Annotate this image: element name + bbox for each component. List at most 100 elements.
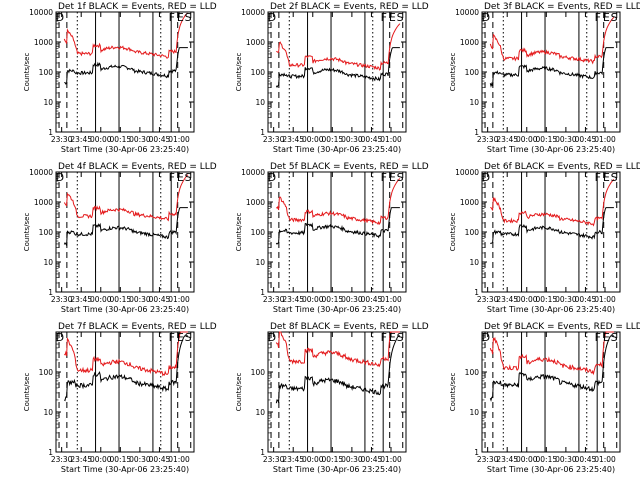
x-tick-label: 01:00 <box>380 135 402 144</box>
x-tick-label: 01:00 <box>168 295 190 304</box>
x-tick-label: 00:45 <box>575 135 597 144</box>
series-events-line <box>275 47 400 88</box>
y-tick-label: 1 <box>48 128 53 137</box>
series-events-line <box>64 47 188 85</box>
series-lld-line <box>64 331 188 377</box>
marker-e: E <box>603 331 610 344</box>
marker-e: E <box>603 11 610 24</box>
series-events-line <box>63 207 188 247</box>
x-tick-label: 01:00 <box>594 295 616 304</box>
marker-d: D <box>56 11 64 24</box>
y-tick-label: 1000 <box>246 198 265 207</box>
marker-f: F <box>169 11 175 24</box>
chart-panel-5: Det 5f BLACK = Events, RED = LLD 1 10 100 10… <box>235 162 429 314</box>
y-axis-label: Counts/sec <box>23 373 31 412</box>
x-tick-label: 00:30 <box>341 135 363 144</box>
marker-f: F <box>595 11 601 24</box>
x-tick-label: 23:30 <box>51 135 73 144</box>
x-tick-label: 23:30 <box>263 455 285 464</box>
x-tick-label: 00:30 <box>555 135 577 144</box>
x-tick-label: 01:00 <box>594 135 616 144</box>
x-tick-label: 23:45 <box>70 135 92 144</box>
y-axis-label: Counts/sec <box>23 213 31 252</box>
series-events-line <box>489 335 614 402</box>
marker-e: E <box>389 171 396 184</box>
y-tick-label: 1000 <box>460 38 479 47</box>
marker-e: E <box>603 171 610 184</box>
x-axis-label: Start Time (30-Apr-06 23:25:40) <box>273 305 401 314</box>
x-tick-label: 00:30 <box>555 295 577 304</box>
series-lld-line <box>63 174 189 222</box>
x-tick-label: 00:45 <box>575 455 597 464</box>
x-tick-label: 00:00 <box>90 455 112 464</box>
y-tick-label: 100 <box>39 68 54 77</box>
series-lld-line <box>489 16 615 65</box>
series-lld-line <box>276 178 401 226</box>
x-tick-label: 00:00 <box>302 295 324 304</box>
y-tick-label: 100 <box>39 228 54 237</box>
y-axis-label: Counts/sec <box>23 53 31 92</box>
y-tick-label: 1 <box>48 448 53 457</box>
chart-panel-7: Det 7f BLACK = Events, RED = LLD 1 10 100 Co… <box>23 322 217 474</box>
x-axis-label: Start Time (30-Apr-06 23:25:40) <box>61 145 189 154</box>
x-tick-label: 00:00 <box>90 135 112 144</box>
x-tick-label: 00:00 <box>516 455 538 464</box>
chart-title: Det 3f BLACK = Events, RED = LLD <box>484 2 640 12</box>
x-tick-label: 01:00 <box>380 455 402 464</box>
marker-f: F <box>381 11 387 24</box>
marker-d: D <box>268 331 276 344</box>
chart-panel-6: Det 6f BLACK = Events, RED = LLD 1 10 100 10… <box>449 162 640 314</box>
chart-title: Det 6f BLACK = Events, RED = LLD <box>484 162 640 172</box>
marker-s: S <box>397 331 404 344</box>
y-tick-label: 10000 <box>29 168 53 177</box>
chart-panel-8: Det 8f BLACK = Events, RED = LLD 1 10 100 Co… <box>235 322 429 474</box>
x-axis-label: Start Time (30-Apr-06 23:25:40) <box>487 305 615 314</box>
y-tick-label: 1000 <box>34 38 53 47</box>
y-tick-label: 1 <box>260 448 265 457</box>
x-tick-label: 00:30 <box>341 295 363 304</box>
y-tick-label: 10 <box>43 98 53 107</box>
x-tick-label: 00:15 <box>536 455 558 464</box>
y-tick-label: 10 <box>469 258 479 267</box>
x-tick-label: 01:00 <box>380 295 402 304</box>
x-tick-label: 00:15 <box>536 295 558 304</box>
x-tick-label: 23:30 <box>51 455 73 464</box>
x-tick-label: 00:30 <box>129 455 151 464</box>
marker-d: D <box>268 171 276 184</box>
x-tick-label: 23:30 <box>263 135 285 144</box>
y-tick-label: 1000 <box>34 198 53 207</box>
y-tick-label: 10 <box>469 98 479 107</box>
plot-frame <box>481 331 621 453</box>
x-tick-label: 23:45 <box>496 135 518 144</box>
x-tick-label: 01:00 <box>168 455 190 464</box>
series-lld-line <box>276 23 401 71</box>
x-tick-label: 01:00 <box>594 455 616 464</box>
y-tick-label: 100 <box>465 368 480 377</box>
x-tick-label: 00:15 <box>322 455 344 464</box>
y-tick-label: 100 <box>251 368 266 377</box>
x-axis-label: Start Time (30-Apr-06 23:25:40) <box>273 145 401 154</box>
y-tick-label: 10000 <box>241 168 265 177</box>
x-tick-label: 00:45 <box>149 455 171 464</box>
series-events-line <box>63 335 188 402</box>
x-tick-label: 23:45 <box>70 455 92 464</box>
y-tick-label: 10 <box>255 98 265 107</box>
marker-f: F <box>381 331 387 344</box>
x-tick-label: 23:45 <box>282 455 304 464</box>
chart-title: Det 4f BLACK = Events, RED = LLD <box>58 162 217 172</box>
y-axis-label: Counts/sec <box>449 373 457 412</box>
y-tick-label: 100 <box>39 368 54 377</box>
marker-d: D <box>56 171 64 184</box>
chart-title: Det 7f BLACK = Events, RED = LLD <box>58 322 217 332</box>
marker-d: D <box>482 331 490 344</box>
y-tick-label: 10 <box>469 408 479 417</box>
y-tick-label: 100 <box>251 228 266 237</box>
chart-panel-1: Det 1f BLACK = Events, RED = LLD 1 10 100 10… <box>23 2 217 154</box>
x-axis-label: Start Time (30-Apr-06 23:25:40) <box>61 305 189 314</box>
marker-e: E <box>389 331 396 344</box>
x-tick-label: 00:00 <box>516 295 538 304</box>
y-tick-label: 10 <box>43 258 53 267</box>
x-axis-label: Start Time (30-Apr-06 23:25:40) <box>487 465 615 474</box>
series-events-line <box>490 207 614 245</box>
y-tick-label: 1 <box>474 128 479 137</box>
